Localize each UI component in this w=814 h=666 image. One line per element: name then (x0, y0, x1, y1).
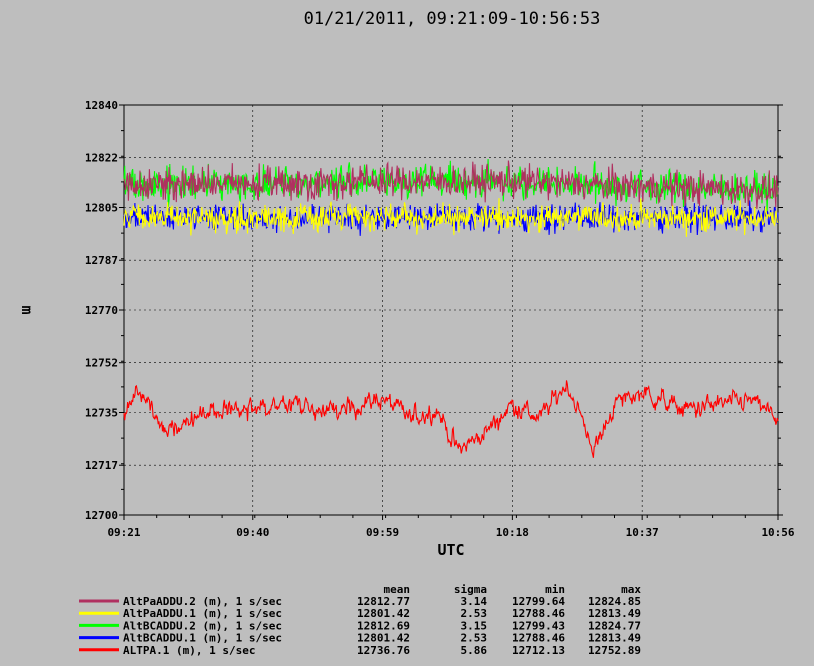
y-axis-label: m (18, 305, 36, 314)
legend-header: min (545, 583, 565, 596)
legend-sigma-value: 3.15 (461, 619, 488, 632)
legend-min-value: 12799.43 (512, 619, 565, 632)
x-tick-label: 09:40 (236, 526, 269, 539)
axis-ticks: 12700 12717 12735 12752 12770 12787 12805 12822… (85, 99, 795, 539)
legend-label: ALTPA.1 (m), 1 s/sec (123, 644, 255, 657)
y-tick-label: 12840 (85, 99, 118, 112)
legend-min-value: 12788.46 (512, 632, 565, 645)
legend-sigma-value: 5.86 (461, 644, 488, 657)
y-tick-label: 12805 (85, 202, 118, 215)
legend-max-value: 12752.89 (588, 644, 641, 657)
chart-title: 01/21/2011, 09:21:09-10:56:53 (304, 9, 601, 29)
legend-label: AltBCADDU.1 (m), 1 s/sec (123, 632, 282, 645)
y-tick-label: 12770 (85, 304, 118, 317)
legend: mean sigma min max AltPaADDU.2 (m), 1 s/sec 1… (79, 583, 641, 657)
legend-label: AltPaADDU.2 (m), 1 s/sec (123, 595, 282, 608)
legend-sigma-value: 2.53 (461, 632, 488, 645)
y-tick-label: 12822 (85, 152, 118, 165)
series-line (123, 160, 779, 209)
x-tick-label: 09:21 (107, 526, 140, 539)
x-tick-label: 09:59 (366, 526, 399, 539)
legend-header: mean (384, 583, 411, 596)
y-tick-label: 12752 (85, 357, 118, 370)
legend-max-value: 12824.85 (588, 595, 641, 608)
legend-mean-value: 12812.77 (357, 595, 410, 608)
legend-sigma-value: 2.53 (461, 607, 488, 620)
legend-header: sigma (454, 583, 487, 596)
legend-max-value: 12813.49 (588, 632, 641, 645)
legend-header: max (621, 583, 641, 596)
x-axis-label: UTC (437, 541, 464, 559)
legend-mean-value: 12801.42 (357, 632, 410, 645)
y-tick-label: 12700 (85, 509, 118, 522)
legend-mean-value: 12736.76 (357, 644, 410, 657)
legend-mean-value: 12801.42 (357, 607, 410, 620)
legend-mean-value: 12812.69 (357, 619, 410, 632)
legend-min-value: 12712.13 (512, 644, 565, 657)
x-tick-label: 10:56 (761, 526, 794, 539)
x-tick-label: 10:18 (496, 526, 529, 539)
legend-max-value: 12824.77 (588, 619, 641, 632)
x-tick-label: 10:37 (626, 526, 659, 539)
y-tick-label: 12717 (85, 459, 118, 472)
legend-sigma-value: 3.14 (461, 595, 488, 608)
legend-label: AltBCADDU.2 (m), 1 s/sec (123, 619, 282, 632)
legend-min-value: 12799.64 (512, 595, 565, 608)
legend-label: AltPaADDU.1 (m), 1 s/sec (123, 607, 282, 620)
y-tick-label: 12787 (85, 254, 118, 267)
y-tick-label: 12735 (85, 407, 118, 420)
grid (124, 105, 778, 515)
legend-min-value: 12788.46 (512, 607, 565, 620)
series-line (123, 198, 779, 237)
series-lines (123, 158, 779, 458)
series-line (123, 380, 779, 458)
legend-max-value: 12813.49 (588, 607, 641, 620)
